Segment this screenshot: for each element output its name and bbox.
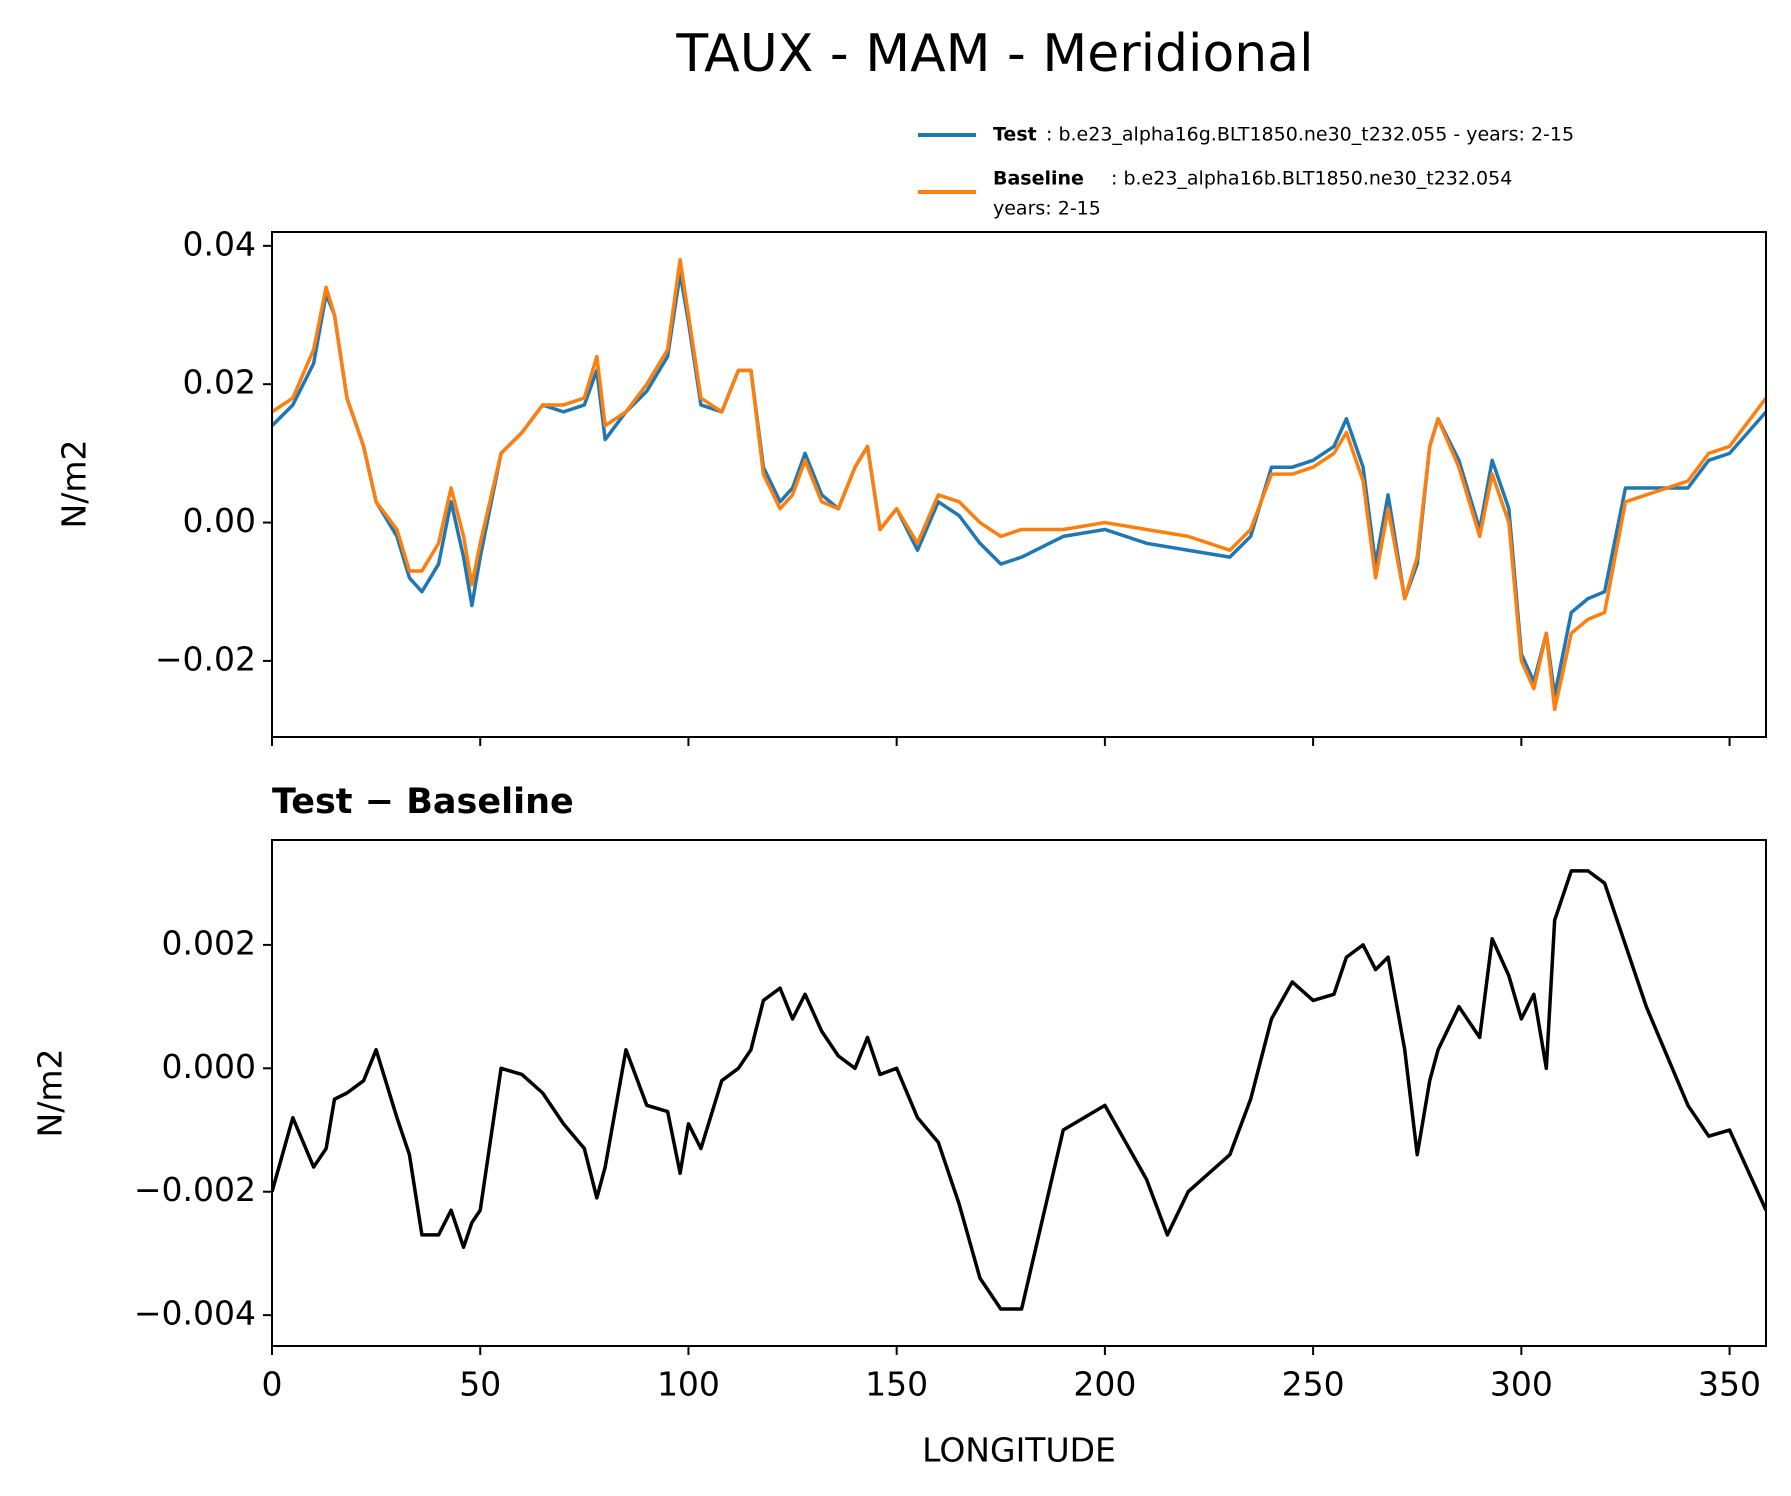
data-line	[272, 869, 1766, 1311]
y-tick-label: 0.02	[183, 363, 256, 402]
y-tick-label: 0.000	[162, 1047, 256, 1086]
y-tick-label: 0.002	[162, 923, 256, 962]
data-line	[272, 271, 1766, 698]
y-tick-label: −0.004	[134, 1294, 256, 1333]
legend-text: years: 2-15	[993, 198, 1101, 220]
y-tick-label: 0.04	[183, 224, 256, 263]
x-tick-label: 150	[865, 1365, 928, 1404]
y-tick-label: −0.002	[134, 1170, 256, 1209]
y-tick-label: 0.00	[183, 501, 256, 540]
x-tick-label: 200	[1073, 1365, 1136, 1404]
panel-title: Test − Baseline	[272, 782, 574, 822]
x-tick-label: 250	[1282, 1365, 1345, 1404]
x-tick-label: 50	[459, 1365, 501, 1404]
y-axis-label: N/m2	[55, 440, 94, 529]
x-tick-label: 0	[262, 1365, 283, 1404]
legend-text: : b.e23_alpha16b.BLT1850.ne30_t232.054	[1111, 168, 1512, 190]
chart-title: TAUX - MAM - Meridional	[675, 24, 1313, 84]
legend-name: Test	[993, 124, 1037, 146]
y-tick-label: −0.02	[155, 639, 256, 678]
legend-name: Baseline	[993, 168, 1084, 190]
legend-text: : b.e23_alpha16g.BLT1850.ne30_t232.055 -…	[1046, 124, 1574, 146]
x-tick-label: 100	[657, 1365, 720, 1404]
y-axis-label: N/m2	[31, 1049, 70, 1138]
x-tick-label: 350	[1698, 1365, 1761, 1404]
x-tick-label: 300	[1490, 1365, 1553, 1404]
plot-frame	[271, 231, 1767, 738]
plot-frame	[271, 839, 1767, 1347]
x-axis-label: LONGITUDE	[922, 1431, 1116, 1470]
data-line	[272, 257, 1766, 712]
